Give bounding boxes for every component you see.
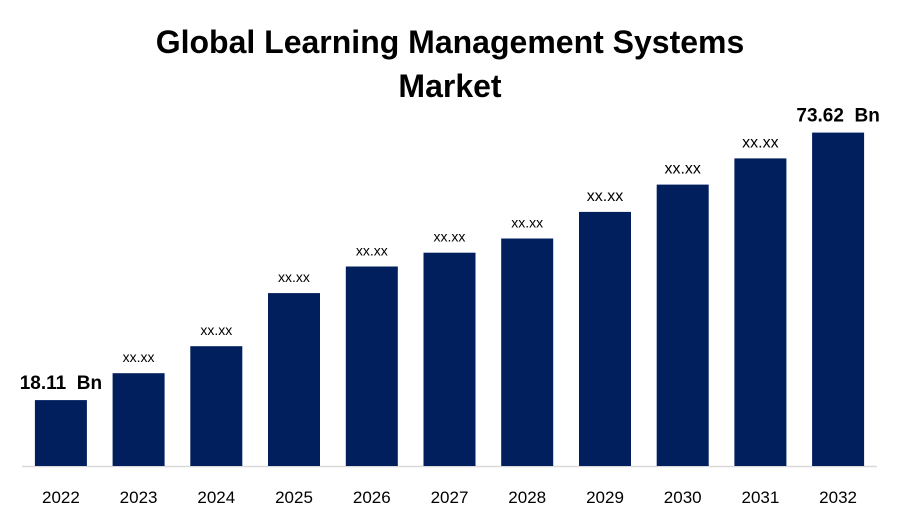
- x-tick-label-2023: 2023: [120, 488, 158, 507]
- x-tick-label-2022: 2022: [42, 488, 80, 507]
- bar-2026: [345, 266, 398, 466]
- data-label-2027: xx.xx: [434, 229, 466, 245]
- x-tick-label-2030: 2030: [664, 488, 702, 507]
- data-label-2032: 73.62 Bn: [796, 106, 879, 127]
- bar-2031: [734, 158, 787, 466]
- data-label-2024: xx.xx: [200, 322, 232, 338]
- x-tick-label-group: 2022 2023 2024 2025 2026 2027 2028 2029 2030 2031…: [42, 488, 857, 507]
- bar-2028: [501, 238, 554, 466]
- x-tick-label-2027: 2027: [431, 488, 469, 507]
- x-tick-label-2032: 2032: [819, 488, 857, 507]
- data-label-2031: xx.xx: [742, 134, 778, 151]
- bar-2022: [34, 400, 87, 466]
- bar-2029: [579, 211, 631, 466]
- data-label-2029: xx.xx: [587, 188, 623, 205]
- data-label-2028: xx.xx: [511, 215, 543, 231]
- data-label-2023: xx.xx: [123, 349, 155, 365]
- x-tick-label-2031: 2031: [741, 488, 779, 507]
- data-label-2030: xx.xx: [664, 161, 700, 178]
- data-label-2026: xx.xx: [356, 243, 388, 259]
- x-tick-label-2026: 2026: [353, 488, 391, 507]
- bar-2027: [423, 252, 476, 466]
- bar-2024: [190, 346, 243, 466]
- bar-2023: [112, 373, 165, 466]
- data-label-2022: 18.11 Bn: [20, 373, 102, 394]
- bar-2032: [812, 132, 865, 466]
- data-label-group: 18.11 Bn xx.xx xx.xx xx.xx xx.xx xx.xx xx.xx xx…: [20, 106, 880, 395]
- x-tick-label-2024: 2024: [197, 488, 235, 507]
- x-tick-label-2029: 2029: [586, 488, 624, 507]
- x-tick-label-2025: 2025: [275, 488, 313, 507]
- chart-title-line-2: Market: [398, 68, 502, 104]
- chart-title-line-1: Global Learning Management Systems: [155, 24, 745, 60]
- bar-group: [34, 132, 865, 466]
- bar-2025: [268, 293, 320, 466]
- data-label-2025: xx.xx: [278, 269, 310, 285]
- bar-2030: [656, 184, 709, 466]
- x-tick-label-2028: 2028: [508, 488, 546, 507]
